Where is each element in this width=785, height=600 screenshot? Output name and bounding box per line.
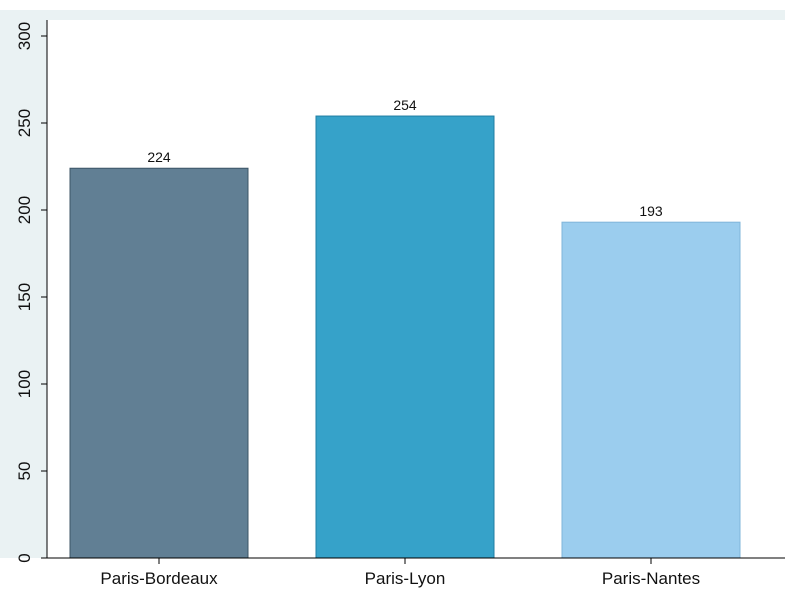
data-label-paris-bordeaux: 224 [147, 149, 171, 165]
y-tick-label-300: 300 [15, 22, 34, 50]
y-tick-label-100: 100 [15, 370, 34, 398]
x-tick-label-paris-bordeaux: Paris-Bordeaux [100, 569, 218, 588]
bar-paris-nantes [561, 221, 741, 559]
y-tick-label-250: 250 [15, 109, 34, 137]
data-labels-layer: 224 254 193 [147, 97, 663, 219]
bars-layer [69, 115, 741, 559]
x-tick-label-paris-nantes: Paris-Nantes [602, 569, 700, 588]
x-tick-label-paris-lyon: Paris-Lyon [365, 569, 446, 588]
bar-paris-lyon [315, 115, 495, 559]
data-label-paris-lyon: 254 [393, 97, 417, 113]
y-tick-label-50: 50 [15, 462, 34, 481]
y-tick-label-200: 200 [15, 196, 34, 224]
y-tick-label-0: 0 [15, 553, 34, 562]
data-label-paris-nantes: 193 [639, 203, 663, 219]
axes-layer: Paris-Bordeaux Paris-Lyon Paris-Nantes 0 50 1… [15, 20, 785, 588]
y-tick-label-150: 150 [15, 283, 34, 311]
bar-paris-bordeaux [69, 167, 249, 559]
